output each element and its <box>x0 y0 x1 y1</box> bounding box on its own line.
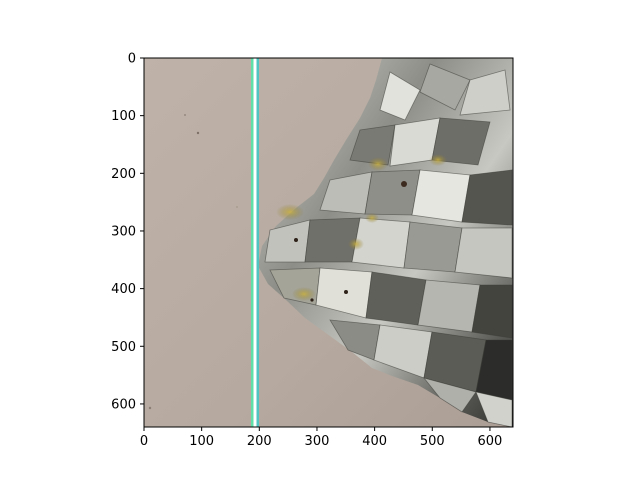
y-tick-label: 600 <box>111 397 136 412</box>
x-tick-label: 600 <box>478 434 503 449</box>
y-tick-label: 0 <box>128 52 136 67</box>
x-tick-label: 400 <box>362 434 387 449</box>
x-tick-label: 0 <box>140 434 148 449</box>
x-axis: 0 100 200 300 400 500 600 <box>140 427 502 449</box>
foil-photo <box>144 58 513 427</box>
x-tick-label: 200 <box>247 434 272 449</box>
x-tick-label: 500 <box>420 434 445 449</box>
stripe-teal <box>256 58 259 427</box>
y-tick-label: 300 <box>111 224 136 239</box>
stripe-white <box>253 58 257 427</box>
foil-residue <box>276 154 447 302</box>
y-tick-label: 200 <box>111 167 136 182</box>
x-tick-label: 300 <box>305 434 330 449</box>
y-tick-label: 500 <box>111 340 136 355</box>
y-axis: 0 100 200 300 400 500 600 <box>111 52 144 412</box>
x-tick-label: 100 <box>189 434 214 449</box>
y-tick-label: 100 <box>111 109 136 124</box>
y-tick-label: 400 <box>111 282 136 297</box>
stripe-green <box>251 58 254 427</box>
axes-frame <box>143 57 514 428</box>
